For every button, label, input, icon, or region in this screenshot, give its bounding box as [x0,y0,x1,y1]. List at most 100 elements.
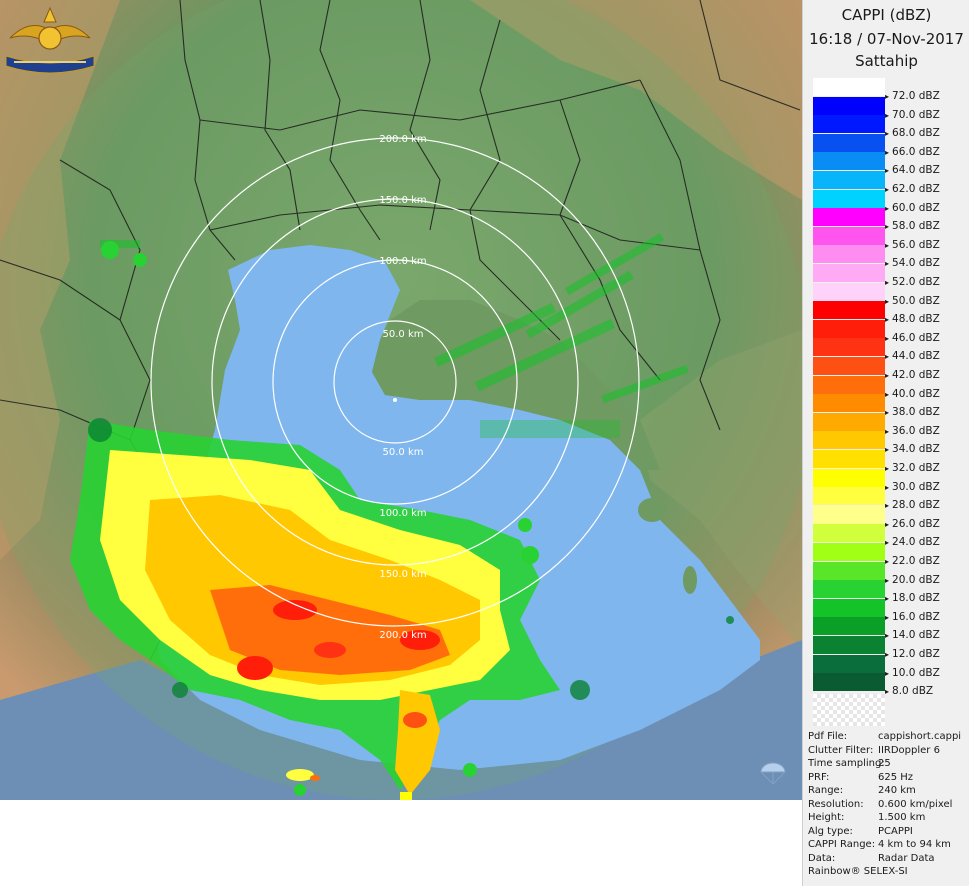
color-scale-label: 22.0 dBZ [885,555,940,568]
color-scale-label: 54.0 dBZ [885,257,940,270]
info-key: Range: [808,785,844,796]
info-row: Height: 1.500 km [808,812,968,826]
color-swatch [813,375,885,394]
info-key: PRF: [808,771,830,783]
info-key: Data: [808,852,836,864]
color-swatch [813,654,885,673]
info-value: Radar Data [878,852,935,864]
color-scale-label: 40.0 dBZ [885,388,940,401]
info-value: 0.600 km/pixel [878,798,953,810]
color-swatch [813,282,885,301]
color-swatch [813,394,885,413]
range-rings [150,137,640,627]
info-row: PRF: 625 Hz [808,772,968,786]
color-swatch [813,133,885,152]
color-scale-label: 58.0 dBZ [885,220,940,233]
radar-map[interactable]: 50.0 km 50.0 km 100.0 km 100.0 km 150.0 km 15… [0,0,802,800]
color-swatch [813,245,885,264]
range-ring-label: 50.0 km [383,447,424,458]
island-koh-chang [683,566,697,594]
color-swatch [813,301,885,320]
color-swatch [813,357,885,375]
info-row: CAPPI Range: 4 km to 94 km [808,839,968,853]
color-scale-label: 30.0 dBZ [885,481,940,494]
color-scale [813,78,885,692]
radar-site-marker [393,398,397,402]
color-scale-label: 38.0 dBZ [885,406,940,419]
color-scale-label: 46.0 dBZ [885,332,940,345]
range-ring-label: 200.0 km [379,630,426,641]
info-row: Range: 240 km [808,785,968,799]
panel-datetime: 16:18 / 07-Nov-2017 [809,30,964,48]
info-row: Data: Radar Data [808,853,968,867]
color-swatch [813,598,885,617]
color-scale-label: 50.0 dBZ [885,295,940,308]
info-key: Height: [808,812,845,823]
range-ring [150,137,640,627]
color-swatch [813,636,885,654]
eastern-coast-land [372,300,660,470]
precipitation-echoes [70,241,734,800]
color-scale-label: 36.0 dBZ [885,425,940,438]
range-ring [211,198,579,566]
color-scale-label: 60.0 dBZ [885,202,940,215]
color-swatch [813,468,885,487]
color-scale-label: 68.0 dBZ [885,127,940,140]
color-swatch [813,78,885,96]
info-value: PCAPPI [878,825,913,837]
color-scale-label: 34.0 dBZ [885,443,940,456]
island-east [638,498,666,522]
info-key: CAPPI Range: [808,839,876,850]
color-scale-label: 52.0 dBZ [885,276,940,289]
northeastern-highlands [470,0,802,200]
range-ring [333,320,457,444]
color-swatch [813,152,885,171]
color-scale-label: 8.0 dBZ [885,685,933,698]
info-key: Alg type: [808,825,853,837]
color-scale-label: 72.0 dBZ [885,90,940,103]
legend-panel: CAPPI (dBZ) 16:18 / 07-Nov-2017 Sattahip… [802,0,969,886]
info-key: Time sampling: [808,758,885,769]
color-scale-label: 56.0 dBZ [885,239,940,252]
color-swatch [813,543,885,561]
panel-site: Sattahip [855,52,918,70]
info-value: 1.500 km [878,812,926,823]
color-scale-label: 66.0 dBZ [885,146,940,159]
info-value: cappishort.cappi [878,731,962,742]
color-scale-label: 12.0 dBZ [885,648,940,661]
agency-logo [5,6,95,74]
color-swatch [813,338,885,357]
eastern-highlands [640,330,802,650]
color-swatch [813,487,885,506]
color-scale-label: 24.0 dBZ [885,536,940,549]
radar-info: Pdf File: cappishort.cappi Clutter Filter:… [808,731,968,866]
info-key: Pdf File: [808,731,848,742]
color-scale-label: 14.0 dBZ [885,629,940,642]
software-credit: Rainbow® SELEX-SI [808,866,908,877]
range-ring-label: 150.0 km [379,195,426,206]
color-scale-label: 20.0 dBZ [885,574,940,587]
range-ring-label: 150.0 km [379,569,426,580]
info-value: 4 km to 94 km [878,839,951,850]
color-swatch [813,264,885,282]
info-value: IIRDoppler 6 [878,744,940,756]
color-swatch [813,561,885,580]
color-scale-label: 18.0 dBZ [885,592,940,605]
color-scale-label: 16.0 dBZ [885,611,940,624]
info-row: Clutter Filter: IIRDoppler 6 [808,745,968,759]
color-swatch [813,505,885,524]
color-scale-label: 32.0 dBZ [885,462,940,475]
color-swatch [813,96,885,115]
color-swatch [813,412,885,431]
color-scale-label: 28.0 dBZ [885,499,940,512]
ground-clutter [100,233,689,438]
panel-title: CAPPI (dBZ) [841,6,932,24]
info-key: Resolution: [808,798,864,810]
color-scale-label: 42.0 dBZ [885,369,940,382]
info-value: 625 Hz [878,771,914,783]
info-row: Pdf File: cappishort.cappi [808,731,968,745]
color-scale-label: 62.0 dBZ [885,183,940,196]
color-scale-label: 64.0 dBZ [885,164,940,177]
range-ring-label: 100.0 km [379,256,426,267]
info-row: Time sampling: 25 [808,758,968,772]
